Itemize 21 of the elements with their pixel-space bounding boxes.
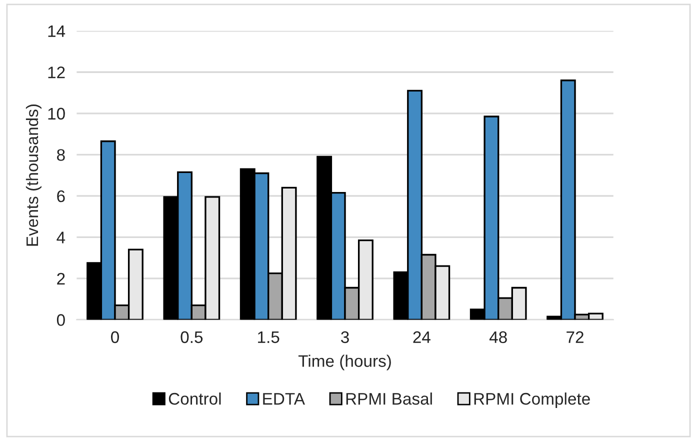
- y-tick-label: 4: [56, 232, 66, 244]
- y-tick-label: 0: [56, 314, 65, 326]
- x-tick-label: 1.5: [258, 331, 280, 344]
- y-tick-label: 12: [48, 66, 65, 78]
- x-tick-label: 0: [111, 331, 119, 344]
- x-axis-title: Time (hours): [298, 354, 391, 370]
- y-tick-label: 14: [48, 25, 66, 37]
- y-tick-label: 8: [57, 149, 65, 161]
- x-tick-label: 72: [566, 331, 584, 343]
- y-tick-label: 6: [57, 190, 65, 202]
- x-tick-label: 0.5: [180, 331, 203, 344]
- legend-label: Control: [168, 392, 221, 405]
- y-axis-title: Events (thousands): [26, 104, 42, 246]
- y-tick-label: 2: [57, 272, 65, 284]
- legend-label: RPMI Complete: [474, 392, 590, 408]
- legend-label: RPMI Basal: [346, 392, 432, 405]
- x-tick-label: 3: [341, 331, 349, 344]
- y-tick-label: 10: [48, 108, 65, 120]
- legend-label: EDTA: [263, 393, 305, 405]
- x-tick-label: 24: [413, 331, 430, 343]
- x-tick-label: 48: [489, 331, 507, 344]
